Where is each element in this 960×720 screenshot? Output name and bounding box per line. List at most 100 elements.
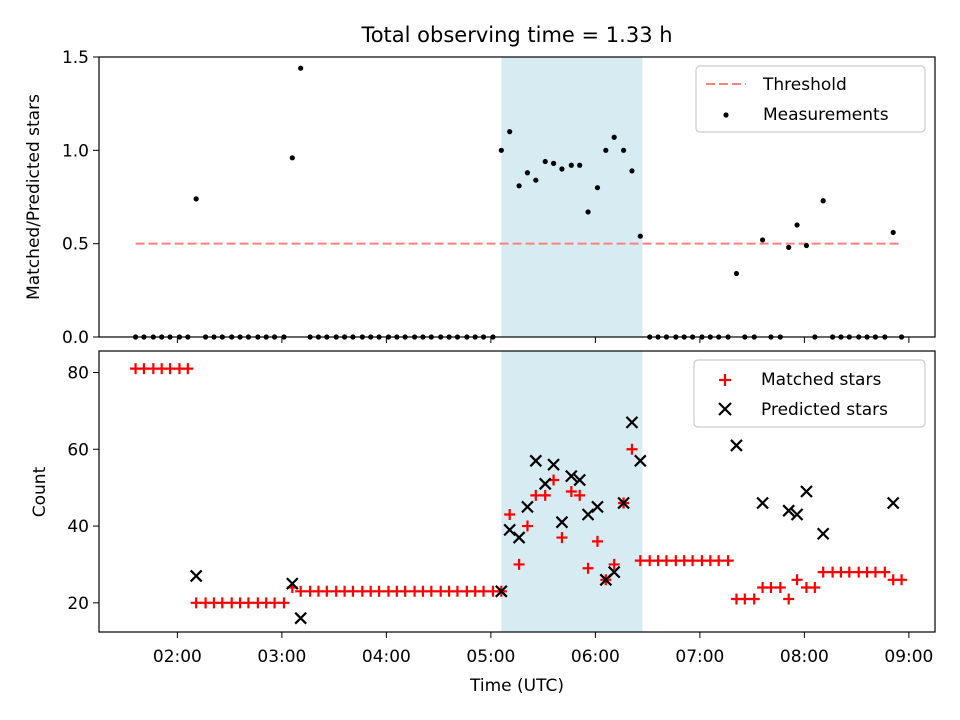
matched-star-point (869, 566, 881, 578)
matched-star-point (783, 593, 795, 605)
x-tick-label: 02:00 (153, 647, 202, 667)
matched-star-point (399, 585, 411, 597)
measurement-point (507, 129, 513, 135)
y-tick-label: 80 (67, 363, 89, 383)
matched-star-point (791, 574, 803, 586)
matched-star-point (565, 486, 577, 497)
y-tick-label: 40 (67, 517, 89, 537)
x-tick-label: 03:00 (257, 647, 306, 667)
legend-measurements-swatch (723, 112, 729, 118)
legend-matched-label: Matched stars (761, 370, 881, 390)
predicted-star-point (538, 477, 552, 491)
matched-star-point (748, 593, 760, 605)
predicted-star-point (495, 585, 508, 598)
measurement-point (559, 166, 565, 172)
measurement-point (803, 242, 810, 249)
measurement-point (577, 162, 583, 168)
matched-star-point (739, 593, 751, 605)
measurement-point (533, 177, 539, 183)
measurement-point (550, 160, 557, 166)
predicted-star-point (625, 416, 639, 429)
measurement-point (603, 147, 609, 153)
matched-star-point (809, 581, 821, 593)
y-tick-label: 1.5 (62, 48, 89, 68)
bottom-y-axis-ticks: 20 40 60 80 (67, 363, 99, 614)
legend-predicted-label: Predicted stars (761, 400, 888, 420)
y-tick-label: 20 (67, 594, 89, 614)
predicted-star-point (189, 569, 203, 583)
predicted-star-point (607, 565, 621, 579)
top-legend-frame (695, 65, 926, 133)
matched-star-point (591, 535, 603, 547)
matched-star-point (722, 555, 734, 567)
y-tick-label: 0.0 (62, 328, 89, 348)
legend-measurements-label: Measurements (763, 105, 889, 125)
matched-star-point (451, 585, 463, 597)
measurement-point (498, 147, 504, 153)
top-y-axis-ticks: 0.0 0.5 1.0 1.5 (62, 48, 99, 348)
matched-star-point (182, 363, 194, 375)
bottom-y-axis-label: Count (30, 466, 50, 517)
matched-star-point (574, 489, 586, 501)
measurement-point (585, 209, 591, 215)
legend-predicted-swatch (718, 402, 732, 416)
top-plot-frame (98, 56, 936, 338)
measurement-point (890, 229, 896, 236)
matched-star-point (321, 585, 333, 597)
matched-star-point (478, 585, 490, 597)
matched-star-point (278, 597, 290, 609)
predicted-star-point (573, 473, 586, 487)
y-tick-label: 60 (67, 440, 89, 460)
predicted-star-point (591, 500, 604, 514)
matched-star-point (425, 585, 437, 597)
predicted-star-point (800, 485, 813, 498)
predicted-star-point (581, 508, 595, 521)
predicted-star-point (565, 469, 578, 483)
matched-star-point (504, 509, 516, 521)
matched-star-point (138, 363, 150, 375)
matched-star-point (513, 558, 525, 570)
predicted-star-point (634, 454, 647, 468)
matched-star-point (347, 585, 359, 597)
matched-star-point (879, 566, 891, 578)
matched-star-point (582, 562, 594, 574)
predicted-star-point (790, 508, 804, 521)
predicted-star-point (816, 527, 830, 541)
predicted-star-point (886, 496, 900, 510)
bottom-plot-frame (98, 350, 936, 633)
predicted-star-point (756, 496, 769, 510)
x-tick-label: 06:00 (571, 647, 620, 667)
top-highlight-span (501, 57, 643, 337)
matched-star-point (608, 558, 620, 570)
bottom-x-axis-ticks: 02:00 03:00 04:00 05:00 06:00 07:00 08:00 09:00 (153, 632, 933, 667)
measurement-point (637, 233, 643, 239)
matched-star-point (634, 555, 646, 567)
predicted-star-point (294, 611, 307, 625)
chart-title: Total observing time = 1.33 h (360, 23, 672, 47)
predicted-star-point (503, 523, 516, 537)
y-tick-label: 0.5 (62, 235, 89, 255)
matched-star-point (295, 585, 307, 597)
top-panel: Total observing time = 1.33 h 0.0 0.5 1.0 1… (24, 23, 936, 348)
matched-star-point (843, 566, 855, 578)
bottom-legend: Matched stars Predicted stars (693, 359, 926, 428)
legend-matched-swatch (719, 374, 731, 386)
top-x-axis-ticks (176, 337, 910, 343)
matched-stars-group (130, 363, 908, 609)
matched-star-point (269, 597, 281, 609)
measurement-point (594, 185, 601, 191)
x-tick-label: 04:00 (362, 647, 411, 667)
predicted-star-point (521, 500, 534, 514)
matched-star-point (190, 597, 202, 609)
measurement-point (794, 222, 800, 228)
x-tick-label: 09:00 (884, 647, 933, 667)
matched-star-point (713, 555, 725, 567)
measurement-point (542, 158, 548, 165)
matched-star-point (817, 566, 829, 578)
measurement-point (524, 170, 531, 176)
matched-star-point (242, 597, 254, 609)
matched-star-point (765, 581, 777, 593)
measurement-point (620, 147, 627, 153)
